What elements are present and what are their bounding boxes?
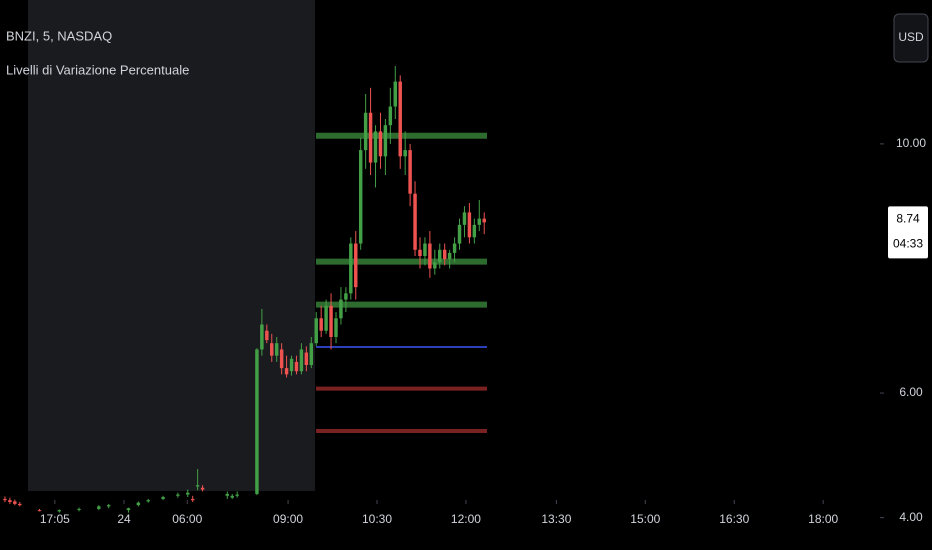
candle-body xyxy=(136,502,141,506)
x-tick-label: 17:05 xyxy=(40,512,70,526)
candle-body xyxy=(3,498,7,501)
x-tick-label: 13:30 xyxy=(541,512,571,526)
candle-body xyxy=(284,368,289,375)
candle-body xyxy=(230,495,234,498)
candle-body xyxy=(393,81,398,107)
x-tick-label: 24 xyxy=(117,512,131,526)
candle-body xyxy=(265,330,269,341)
candle-body xyxy=(452,243,457,253)
candle-body xyxy=(324,305,328,331)
extended-hours-shade xyxy=(28,0,315,491)
candle-body xyxy=(472,224,477,238)
chart-title: BNZI, 5, NASDAQ xyxy=(6,28,112,43)
candle-body xyxy=(438,249,442,263)
candle-body xyxy=(368,112,373,163)
candle-body xyxy=(195,485,200,487)
candle-body xyxy=(433,262,437,269)
candle-body xyxy=(37,510,42,512)
x-tick-label: 15:00 xyxy=(630,512,660,526)
candle-body xyxy=(344,293,348,300)
candle-body xyxy=(309,343,314,366)
candle-body xyxy=(408,150,412,194)
candle-body xyxy=(97,506,101,509)
countdown-label: 04:33 xyxy=(893,237,923,251)
candle-body xyxy=(418,249,422,257)
candle-body xyxy=(304,352,309,366)
candle-body xyxy=(260,324,264,350)
y-tick-label: 4.00 xyxy=(899,510,923,524)
candle-body xyxy=(319,318,323,331)
x-tick-label: 09:00 xyxy=(273,512,303,526)
candle-body xyxy=(146,500,150,502)
candle-body xyxy=(354,243,358,288)
candle-body xyxy=(467,212,472,238)
x-tick-label: 06:00 xyxy=(172,512,202,526)
candle-body xyxy=(349,243,353,294)
x-tick-label: 18:00 xyxy=(808,512,838,526)
candle-body xyxy=(13,501,17,504)
candle-body xyxy=(428,243,432,269)
candle-body xyxy=(8,500,12,503)
candle-body xyxy=(482,218,486,223)
candle-body xyxy=(314,318,318,344)
candle-body xyxy=(161,497,165,499)
candle-body xyxy=(225,493,230,496)
candle-body xyxy=(279,349,284,369)
candle-body xyxy=(413,193,417,250)
y-tick-label: 6.00 xyxy=(899,385,923,399)
indicator-name: Livelli di Variazione Percentuale xyxy=(6,62,189,77)
candle-body xyxy=(383,125,388,157)
currency-label[interactable]: USD xyxy=(898,30,924,44)
x-tick-label: 12:00 xyxy=(451,512,481,526)
candle-body xyxy=(403,150,407,157)
candle-body xyxy=(423,243,427,257)
candle-body xyxy=(329,305,333,337)
candle-body xyxy=(378,131,383,157)
candle-body xyxy=(289,358,294,372)
candle-body xyxy=(18,503,22,506)
candle-body xyxy=(398,81,402,157)
candle-body xyxy=(57,510,62,512)
candle-body xyxy=(106,505,111,507)
candle-body xyxy=(462,212,467,225)
plot xyxy=(3,66,487,513)
y-tick-label: 10.00 xyxy=(896,136,926,150)
candle-body xyxy=(477,218,482,225)
candle-body xyxy=(457,224,462,244)
price-tag-label: 8.74 xyxy=(896,212,920,226)
x-tick-label: 16:30 xyxy=(719,512,749,526)
candle-body xyxy=(77,508,81,510)
candle-body xyxy=(176,494,180,496)
candle-body xyxy=(186,492,190,495)
candle-body xyxy=(388,106,393,126)
candle-body xyxy=(270,343,274,356)
candle-body xyxy=(190,498,195,501)
candle-body xyxy=(235,494,239,496)
x-tick-label: 10:30 xyxy=(362,512,392,526)
candle-body xyxy=(200,487,205,490)
candle-body xyxy=(334,318,338,337)
candle-body xyxy=(447,252,452,260)
currency-button[interactable] xyxy=(893,13,929,63)
candle-body xyxy=(358,150,363,244)
candle-body xyxy=(294,361,299,372)
candle-body xyxy=(255,349,259,494)
candle-body xyxy=(442,249,447,260)
candle-body xyxy=(274,343,279,356)
candle-body xyxy=(373,131,378,163)
candle-body xyxy=(299,349,304,372)
candle-body xyxy=(363,112,368,151)
price-tag xyxy=(888,206,928,259)
candle-body xyxy=(339,299,343,319)
candle-body xyxy=(126,508,131,511)
